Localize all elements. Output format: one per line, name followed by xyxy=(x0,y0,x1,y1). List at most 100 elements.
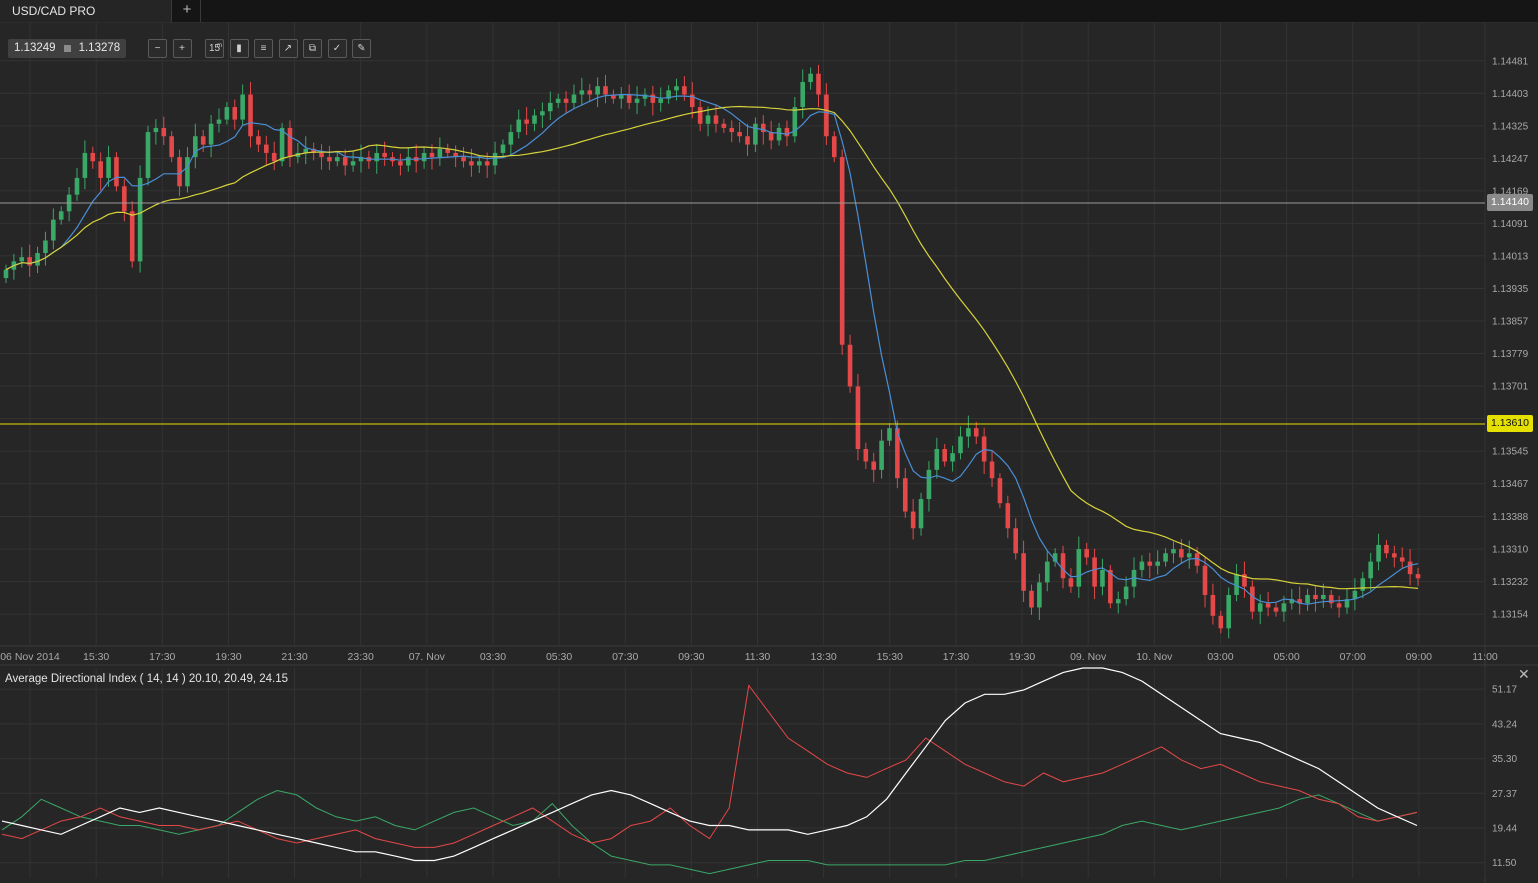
candle-body xyxy=(161,127,167,137)
x-tick-label: 07:30 xyxy=(612,651,638,663)
candle-body xyxy=(169,136,174,158)
candle-body xyxy=(1415,574,1421,579)
settings-sliders-icon[interactable]: ≡ xyxy=(254,39,273,58)
candle-body xyxy=(484,161,490,166)
candle-body xyxy=(1115,599,1121,604)
candle-body xyxy=(1005,503,1011,529)
candle-body xyxy=(587,90,593,95)
candle-body xyxy=(1108,569,1113,604)
candle-body xyxy=(1186,553,1192,558)
candle-body xyxy=(1399,557,1405,562)
candle-body xyxy=(3,269,9,279)
indicators-icon[interactable]: ↗ xyxy=(278,39,298,58)
candle-body xyxy=(618,94,624,99)
candle-body xyxy=(1289,599,1295,604)
candle-body xyxy=(839,157,845,345)
indicator-y-tick-label: 35.30 xyxy=(1492,754,1517,765)
x-tick-label: 05:00 xyxy=(1273,651,1299,663)
x-tick-label: 23:30 xyxy=(348,651,374,663)
candle-body xyxy=(421,152,427,162)
chart-toolbar: − + 15 m ▮ ≡ ↗ ⧉ ✓ ✎ xyxy=(148,39,377,58)
indicator-y-tick-label: 19.44 xyxy=(1492,823,1517,834)
candle-body xyxy=(926,469,932,500)
candle-body xyxy=(319,152,324,158)
y-tick-label: 1.13701 xyxy=(1492,382,1529,393)
candle-body xyxy=(232,107,238,120)
candle-body xyxy=(279,127,285,162)
candle-body xyxy=(1297,599,1302,604)
candle-body xyxy=(682,86,687,95)
timeframe-icon[interactable]: 15 m xyxy=(205,39,224,58)
candle-body xyxy=(122,186,127,212)
candle-body xyxy=(342,157,348,166)
chart-area[interactable] xyxy=(0,23,1538,883)
candle-body xyxy=(753,123,758,145)
candle-body xyxy=(776,127,782,141)
candle-body xyxy=(997,478,1003,504)
candle-body xyxy=(1305,594,1310,604)
candle-body xyxy=(737,132,742,137)
candle-body xyxy=(129,211,135,262)
candle-body xyxy=(1313,594,1318,600)
candle-body xyxy=(374,152,380,162)
candle-body xyxy=(1163,553,1168,562)
compare-icon[interactable]: ⧉ xyxy=(303,39,322,58)
y-tick-label: 1.13545 xyxy=(1492,447,1529,458)
candle-body xyxy=(887,428,892,441)
indicator-y-tick-label: 43.24 xyxy=(1492,719,1517,730)
ask-price: 1.13278 xyxy=(78,42,121,54)
y-tick-label: 1.14013 xyxy=(1492,251,1529,262)
candle-body xyxy=(1060,553,1066,579)
candle-body xyxy=(784,127,790,137)
candle-body xyxy=(1084,549,1089,558)
adx-line xyxy=(1,667,1418,862)
candle-body xyxy=(1226,594,1231,629)
candle-body xyxy=(1076,549,1082,587)
tab-usdcad[interactable]: USD/CAD PRO xyxy=(0,0,172,22)
candles-icon[interactable]: ▮ xyxy=(229,39,249,58)
candle-body xyxy=(1336,603,1342,608)
candle-body xyxy=(611,94,616,99)
y-tick-label: 1.14091 xyxy=(1492,219,1529,230)
candle-body xyxy=(1068,578,1074,587)
quote-box: 1.13249 1.13278 xyxy=(8,39,127,58)
bid-price: 1.13249 xyxy=(14,42,56,54)
x-tick-label: 03:30 xyxy=(480,651,506,663)
candle-body xyxy=(555,98,561,103)
add-tab-button[interactable]: + xyxy=(174,0,201,22)
candle-body xyxy=(382,152,387,158)
draw-icon[interactable]: ✓ xyxy=(327,39,347,58)
candle-body xyxy=(1037,582,1042,608)
candle-body xyxy=(863,449,869,462)
x-tick-label: 09:00 xyxy=(1406,651,1432,663)
candle-body xyxy=(1328,594,1334,604)
candle-body xyxy=(942,449,948,462)
zoom-in-icon[interactable]: + xyxy=(172,39,192,58)
pencil-icon[interactable]: ✎ xyxy=(352,39,371,58)
candle-body xyxy=(51,219,56,241)
candle-body xyxy=(43,240,48,254)
candle-body xyxy=(1344,599,1350,608)
zoom-out-icon[interactable]: − xyxy=(148,39,167,58)
candle-body xyxy=(27,257,32,266)
candle-body xyxy=(200,136,206,145)
indicator-y-tick-label: 27.37 xyxy=(1492,789,1517,800)
close-indicator-icon[interactable]: ✕ xyxy=(1518,666,1530,682)
indicator-y-tick-label: 51.17 xyxy=(1492,685,1517,696)
candle-body xyxy=(437,148,443,158)
minus-di-line xyxy=(1,684,1418,848)
candle-body xyxy=(808,73,813,83)
candle-body xyxy=(1321,594,1326,600)
x-tick-label: 05:30 xyxy=(546,651,572,663)
candle-body xyxy=(516,119,522,133)
candle-body xyxy=(248,94,253,137)
candle-body xyxy=(658,98,664,103)
candle-body xyxy=(1044,561,1050,583)
candle-body xyxy=(571,94,577,103)
y-tick-label: 1.14247 xyxy=(1492,154,1529,165)
price-line-label-white: 1.14140 xyxy=(1487,194,1533,212)
candle-body xyxy=(153,127,159,133)
candle-body xyxy=(1392,553,1397,558)
candle-body xyxy=(224,107,230,120)
